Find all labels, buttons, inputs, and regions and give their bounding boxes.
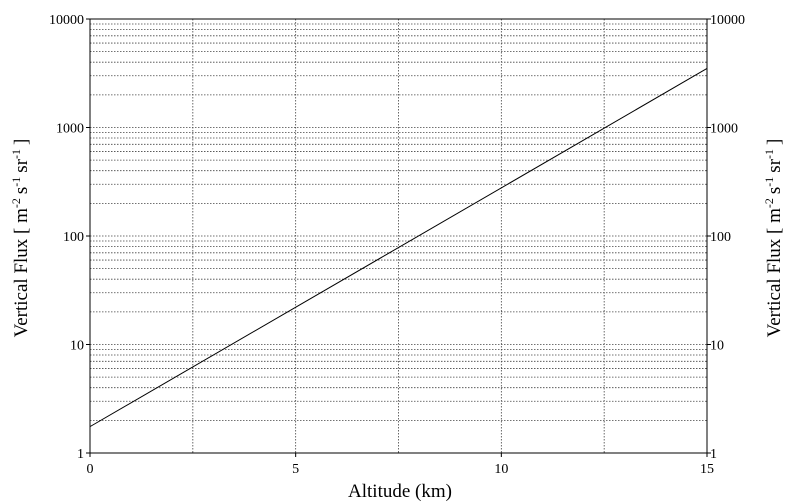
y-axis-title-right: Vertical Flux [ m-2s-1sr-1] [762,139,785,338]
series-line [89,68,708,428]
y-tick-label-right: 10 [710,339,724,354]
x-tick-label: 15 [700,462,714,477]
x-tick-label: 0 [87,462,94,477]
y-axis-title-exp1: -2 [9,198,23,208]
x-tick-label: 10 [494,462,508,477]
y-axis-title-suffix: ] [764,139,785,145]
y-axis-title-unit2: s [11,187,32,194]
grid [90,19,707,453]
y-axis-title-exp1: -2 [762,198,776,208]
x-tick-label: 5 [292,462,299,477]
series-layer [89,68,708,428]
y-axis-title-suffix: ] [11,139,32,145]
y-axis-title-prefix: Vertical Flux [ m [764,208,785,338]
y-axis-title-exp3: -1 [762,149,776,159]
y-axis-title-unit3: sr [764,158,785,172]
y-tick-label-right: 10000 [710,13,745,28]
y-axis-title-unit2: s [764,187,785,194]
y-tick-label-left: 100 [63,230,84,245]
x-axis-title: Altitude (km) [348,481,452,502]
y-tick-label-right: 100 [710,230,731,245]
y-tick-label-left: 1000 [56,122,84,137]
y-tick-label-right: 1 [710,447,717,462]
y-tick-label-left: 1 [77,447,84,462]
y-tick-label-right: 1000 [710,122,738,137]
y-axis-title-left: Vertical Flux [ m-2s-1sr-1] [9,139,32,338]
y-axis-title-exp2: -1 [762,177,776,187]
y-axis-title-unit3: sr [11,158,32,172]
y-tick-label-left: 10000 [49,13,84,28]
y-axis-title-prefix: Vertical Flux [ m [11,208,32,338]
y-tick-label-left: 10 [70,339,84,354]
y-axis-title-exp2: -1 [9,177,23,187]
y-axis-title-exp3: -1 [9,149,23,159]
